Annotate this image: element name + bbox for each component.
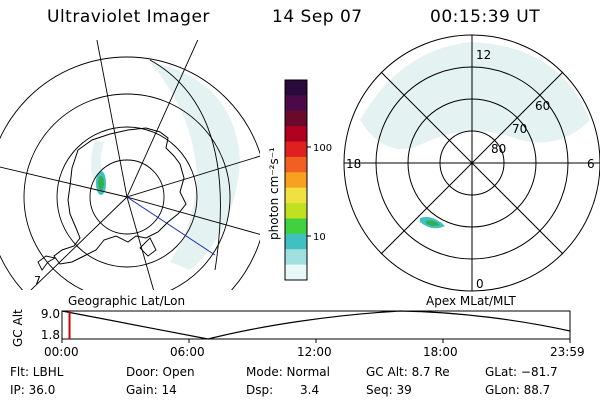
meridian xyxy=(126,196,260,235)
ytick-9: 9.0 xyxy=(41,307,60,321)
meridian xyxy=(126,155,260,198)
colorbar-cell xyxy=(285,80,307,96)
colorbar-cell xyxy=(285,249,307,266)
timeline-frame xyxy=(61,310,571,340)
xtick-0600: 06:00 xyxy=(170,345,205,359)
xtick-2359: 23:59 xyxy=(550,345,585,359)
glat-status: GLat: −81.7 xyxy=(485,365,558,379)
glon-status: GLon: 88.7 xyxy=(485,383,551,397)
meridian xyxy=(30,196,128,290)
dsp-value: 3.4 xyxy=(300,383,320,397)
lat-circle xyxy=(0,56,260,290)
timeline-ylabel: GC Alt xyxy=(11,309,25,347)
mode-status: Mode: Normal xyxy=(246,365,330,379)
meridian xyxy=(0,166,128,198)
meridian xyxy=(96,40,128,198)
terminator-arc xyxy=(149,59,221,271)
mlat-label-70: 70 xyxy=(512,122,527,136)
meridian xyxy=(126,196,155,290)
aurora-halo xyxy=(150,62,240,270)
colorbar-cell xyxy=(285,233,307,250)
mlt-label-18: 18 xyxy=(346,157,361,171)
mlt-diagonal xyxy=(380,71,564,255)
instrument-title: Ultraviolet Imager xyxy=(47,7,210,27)
seq-status: Seq: 39 xyxy=(366,383,412,397)
altitude-curve xyxy=(61,310,571,340)
lat-circle xyxy=(56,126,198,268)
colorbar-cell xyxy=(285,264,307,281)
dsp-label: Dsp: xyxy=(246,383,274,397)
apex-label: Apex MLat/MLT xyxy=(426,294,516,308)
meridian xyxy=(126,40,199,198)
colorbar-cell xyxy=(285,218,307,235)
colorbar-cell xyxy=(285,156,307,173)
apex-polar-plot: 12 0 18 6 60 70 80 xyxy=(343,34,600,292)
colorbar-cell xyxy=(285,187,307,204)
coast-fragment xyxy=(37,255,57,271)
header-date: 14 Sep 07 xyxy=(272,7,363,27)
geographic-label: Geographic Lat/Lon xyxy=(68,294,186,308)
colorbar-tick-100: 100 xyxy=(313,143,332,154)
colorbar-cell xyxy=(285,141,307,158)
colorbar-cell xyxy=(285,95,307,112)
mlt-label-0: 0 xyxy=(476,277,484,291)
colorbar-cell xyxy=(285,126,307,143)
corner-mark: 7 xyxy=(34,274,41,287)
magnetic-line xyxy=(126,196,216,256)
mlat-label-60: 60 xyxy=(535,99,550,113)
colorbar-cell xyxy=(285,203,307,219)
gain-status: Gain: 14 xyxy=(126,383,177,397)
colorbar-cell xyxy=(285,172,307,189)
coast-fragment xyxy=(139,237,157,257)
lat-circle xyxy=(23,93,231,290)
altitude-timeline: 9.0 1.8 GC Alt xyxy=(11,307,571,347)
auroral-spot-core xyxy=(426,220,440,227)
header-time: 00:15:39 UT xyxy=(430,7,541,27)
colorbar-cell xyxy=(285,110,307,127)
aurora-spot-core xyxy=(98,176,104,190)
gc-alt-status: GC Alt: 8.7 Re xyxy=(366,365,450,379)
geographic-map xyxy=(0,40,260,290)
xtick-0000: 00:00 xyxy=(44,345,79,359)
ytick-1-8: 1.8 xyxy=(41,328,60,342)
colorbar-tick-10: 10 xyxy=(313,232,326,243)
antarctica-coastline xyxy=(53,127,187,265)
colorbar-frame xyxy=(284,79,308,281)
xtick-1800: 18:00 xyxy=(423,345,458,359)
colorbar: 100 10 photon cm⁻²s⁻¹ xyxy=(267,79,332,281)
auroral-oval-day xyxy=(360,42,590,150)
mlt-label-12: 12 xyxy=(476,48,491,62)
mlat-label-80: 80 xyxy=(491,142,506,156)
xtick-1200: 12:00 xyxy=(297,345,332,359)
door-status: Door: Open xyxy=(126,365,195,379)
lat-circle xyxy=(89,159,165,235)
filter-status: Flt: LBHL xyxy=(10,365,64,379)
mlt-label-6: 6 xyxy=(587,157,595,171)
colorbar-unit-label: photon cm⁻²s⁻¹ xyxy=(267,147,281,240)
ip-status: IP: 36.0 xyxy=(10,383,56,397)
